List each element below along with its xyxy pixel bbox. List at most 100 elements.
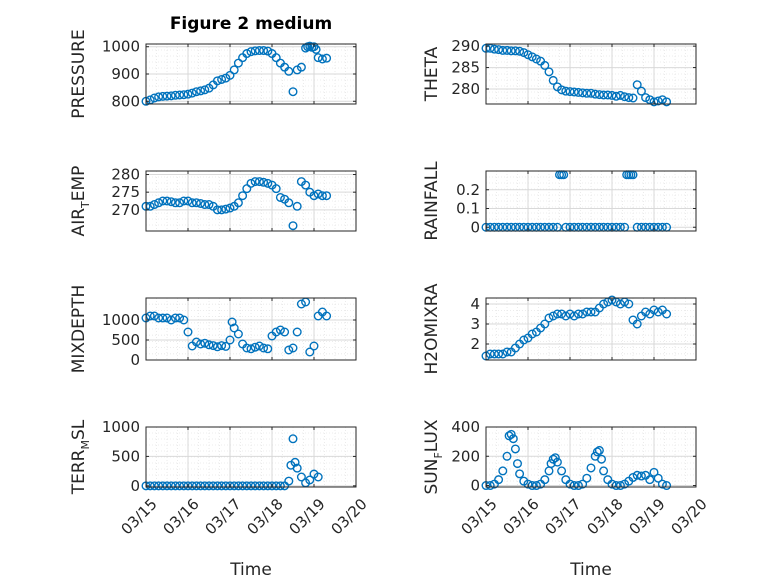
data-point	[498, 466, 508, 476]
data-point	[531, 54, 541, 64]
data-point	[246, 178, 256, 188]
data-point	[162, 313, 172, 323]
y-tick-label: 0	[470, 477, 480, 495]
data-point	[301, 180, 311, 190]
data-point	[149, 200, 159, 210]
data-point	[624, 93, 634, 103]
y-tick-label: 500	[111, 447, 140, 465]
data-point	[183, 89, 193, 99]
data-point	[615, 299, 625, 309]
y-tick-label: 800	[111, 92, 140, 110]
data-point	[649, 467, 659, 477]
data-point	[317, 191, 327, 201]
y-tick-label: 2	[470, 335, 480, 353]
data-point	[586, 88, 596, 98]
data-point	[322, 53, 332, 63]
data-point	[552, 457, 562, 467]
data-point	[615, 90, 625, 100]
data-point	[653, 473, 663, 483]
data-point	[510, 46, 520, 56]
data-point	[628, 93, 638, 103]
data-point	[238, 191, 248, 201]
data-point	[546, 459, 556, 469]
data-point	[196, 339, 206, 349]
data-point	[170, 313, 180, 323]
y-tick-label: 0	[470, 218, 480, 236]
data-point	[288, 221, 298, 231]
data-point	[225, 481, 235, 491]
data-point	[288, 434, 298, 444]
chart-panel-mixdepth: 0 500 1000 MIXDEPTH	[69, 285, 357, 373]
data-point	[569, 87, 579, 97]
data-point	[309, 191, 319, 201]
data-point	[271, 53, 281, 63]
data-point	[204, 200, 214, 210]
data-point	[233, 58, 243, 68]
data-point	[183, 327, 193, 337]
data-point	[212, 481, 222, 491]
data-point	[175, 198, 185, 208]
data-point	[662, 481, 672, 491]
data-point	[259, 481, 269, 491]
data-point	[259, 46, 269, 56]
data-point	[544, 466, 554, 476]
data-point	[191, 198, 201, 208]
data-point	[578, 88, 588, 98]
chart-panel-theta: 280 285 290 THETA	[422, 37, 697, 107]
data-point	[653, 307, 663, 317]
data-point	[149, 93, 159, 103]
y-tick-label: 0	[130, 351, 140, 369]
data-point	[217, 341, 227, 351]
data-point	[259, 177, 269, 187]
data-point	[254, 481, 264, 491]
data-point	[569, 311, 579, 321]
y-tick-label: 275	[111, 183, 140, 201]
data-point	[632, 319, 642, 329]
y-axis-label: PRESSURE	[69, 29, 89, 118]
data-point	[494, 45, 504, 55]
data-point	[284, 476, 294, 486]
axes-box	[485, 43, 697, 105]
data-point	[254, 46, 264, 56]
data-point	[578, 309, 588, 319]
data-point	[179, 196, 189, 206]
x-tick-label: 03/18	[583, 495, 626, 538]
data-point	[166, 91, 176, 101]
data-point	[204, 481, 214, 491]
data-point	[225, 335, 235, 345]
data-point	[624, 299, 634, 309]
data-point	[641, 93, 651, 103]
data-point	[221, 341, 231, 351]
chart-panel-pressure: 800 900 1000 PRESSURE	[69, 29, 357, 119]
y-axis-label: RAINFALL	[422, 161, 442, 241]
data-point	[166, 315, 176, 325]
data-point	[645, 475, 655, 485]
data-point	[259, 343, 269, 353]
data-point	[196, 86, 206, 96]
data-point	[657, 479, 667, 489]
axes-box	[145, 426, 357, 488]
data-point	[586, 463, 596, 473]
data-point	[227, 317, 237, 327]
data-point	[498, 45, 508, 55]
data-point	[523, 50, 533, 60]
data-point	[586, 307, 596, 317]
data-point	[599, 90, 609, 100]
data-point	[175, 90, 185, 100]
y-tick-label: 1000	[102, 311, 140, 329]
data-point	[200, 338, 210, 348]
data-point	[550, 453, 560, 463]
data-point	[288, 87, 298, 97]
data-point	[149, 481, 159, 491]
data-point	[519, 335, 529, 345]
data-point	[158, 313, 168, 323]
data-point	[284, 345, 294, 355]
data-point	[246, 344, 256, 354]
data-point	[519, 48, 529, 58]
y-tick-label: 200	[451, 447, 480, 465]
data-point	[271, 184, 281, 194]
chart-panel-rainfall: 00.10.2 RAINFALL	[422, 161, 697, 241]
data-point	[506, 46, 516, 56]
